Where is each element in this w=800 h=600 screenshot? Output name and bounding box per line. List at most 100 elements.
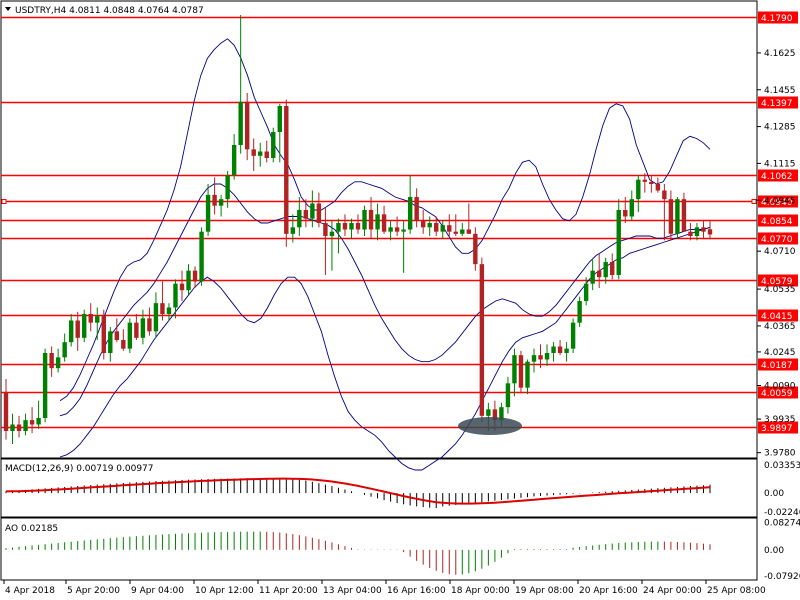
candle-bear [88,314,93,323]
candle-bull [258,151,263,156]
candle-bear [447,225,452,232]
candle-bear [368,210,374,230]
price-tick-label: 4.0090 [764,382,796,392]
level-label: 4.1062 [761,172,793,182]
level-label-bg [758,421,798,434]
time-axis: 4 Apr 2018 5 Apr 20:00 9 Apr 04:00 10 Apr 1… [3,580,766,596]
candle-bear [681,199,687,232]
candle-bull [675,199,680,234]
price-tick-label: 4.1625 [764,49,796,59]
candle-bear [557,346,563,353]
time-tick-label: 5 Apr 20:00 [67,586,120,596]
time-tick-label: 9 Apr 04:00 [131,586,184,596]
ao-histogram [5,531,711,575]
candle-bull [329,231,335,236]
candle-bull [499,407,504,421]
candle-bear [342,223,348,230]
candle-bear [114,331,120,340]
level-label-bg [758,195,798,208]
candle-bull [186,270,191,291]
candle-bear [381,214,387,232]
candle-bull [629,199,634,217]
candle-bear [323,223,328,236]
candle-bull [577,301,582,323]
candle-bull [23,420,28,431]
time-tick-label: 20 Apr 16:00 [579,586,638,596]
level-label: 4.0415 [761,312,793,322]
candle-bear [264,151,269,158]
bollinger-upper-line [59,38,711,402]
candle-bull [564,348,569,353]
candle-bull [440,225,445,232]
candle-bull [205,194,211,232]
candle-bull [590,270,595,284]
level-label: 4.0854 [761,217,793,227]
symbol-ohlc-text: USDTRY,H4 4.0811 4.0848 4.0764 4.0787 [15,6,204,16]
bollinger-middle-line [59,183,711,417]
time-tick-label: 11 Apr 20:00 [259,586,318,596]
candle-bear [668,199,674,234]
candle-bull [42,353,48,418]
candle-bear [101,316,106,353]
chevron-down-icon[interactable] [5,7,11,11]
level-label: 4.0770 [761,235,793,245]
candle-bull [375,214,380,230]
candle-bull [570,322,576,349]
ao-tick-label: 0.00 [764,546,784,556]
candle-bear [420,220,426,228]
candle-bear [394,227,400,232]
candle-bear [134,322,139,338]
time-tick-label: 13 Apr 04:00 [323,586,382,596]
candle-bull [407,197,413,230]
candle-bull [290,227,296,234]
candle-bull [231,145,237,176]
time-tick-label: 24 Apr 00:00 [643,586,702,596]
bollinger-bands [59,38,711,471]
candle-bear [642,179,648,182]
candle-bear [284,106,289,234]
macd-tick-label: -0.02246 [764,508,800,518]
candle-bull [271,132,276,158]
candle-bear [147,318,152,332]
candle-bear [49,353,54,369]
level-label-bg [758,358,798,371]
price-tick-label: 4.1115 [764,159,796,169]
candle-bull [583,283,589,301]
ao-axis: 0.08274 0.00 -0.07926 [764,518,800,582]
macd-signal-line [5,477,711,505]
candle-bear [479,264,485,416]
candle-bear [688,231,693,236]
time-tick-label: 25 Apr 08:00 [707,586,766,596]
candle-bull [525,361,530,388]
macd-tick-label: 0.03353 [764,461,800,471]
candle-bear [492,409,498,421]
candle-bull [636,179,641,200]
candle-bull [55,357,61,369]
candle-bear [518,355,524,388]
candle-bull [460,229,465,234]
candle-bull [95,316,100,323]
level-label-bg [758,96,798,109]
candle-bear [655,184,661,191]
candle-bear [473,233,478,265]
candle-bear [623,210,628,217]
time-tick-label: 19 Apr 08:00 [515,586,574,596]
candle-bear [212,194,217,206]
price-tick-label: 4.0245 [764,348,796,358]
price-tick-label: 3.9935 [764,415,796,425]
candle-bull [694,227,700,236]
candle-bull [108,331,113,353]
candle-bear [701,227,706,232]
candle-bear [179,283,185,291]
candle-bull [68,320,74,343]
time-tick-label: 16 Apr 16:00 [387,586,446,596]
symbol-header[interactable]: USDTRY,H4 4.0811 4.0848 4.0764 4.0787 [5,6,204,16]
candle-bull [551,346,556,353]
level-label: 4.1397 [761,99,793,109]
price-tick-label: 4.0535 [764,285,796,295]
candle-bear [707,229,713,235]
level-label-bg [758,309,798,322]
candle-bull [362,210,367,230]
candle-bull [349,223,354,230]
